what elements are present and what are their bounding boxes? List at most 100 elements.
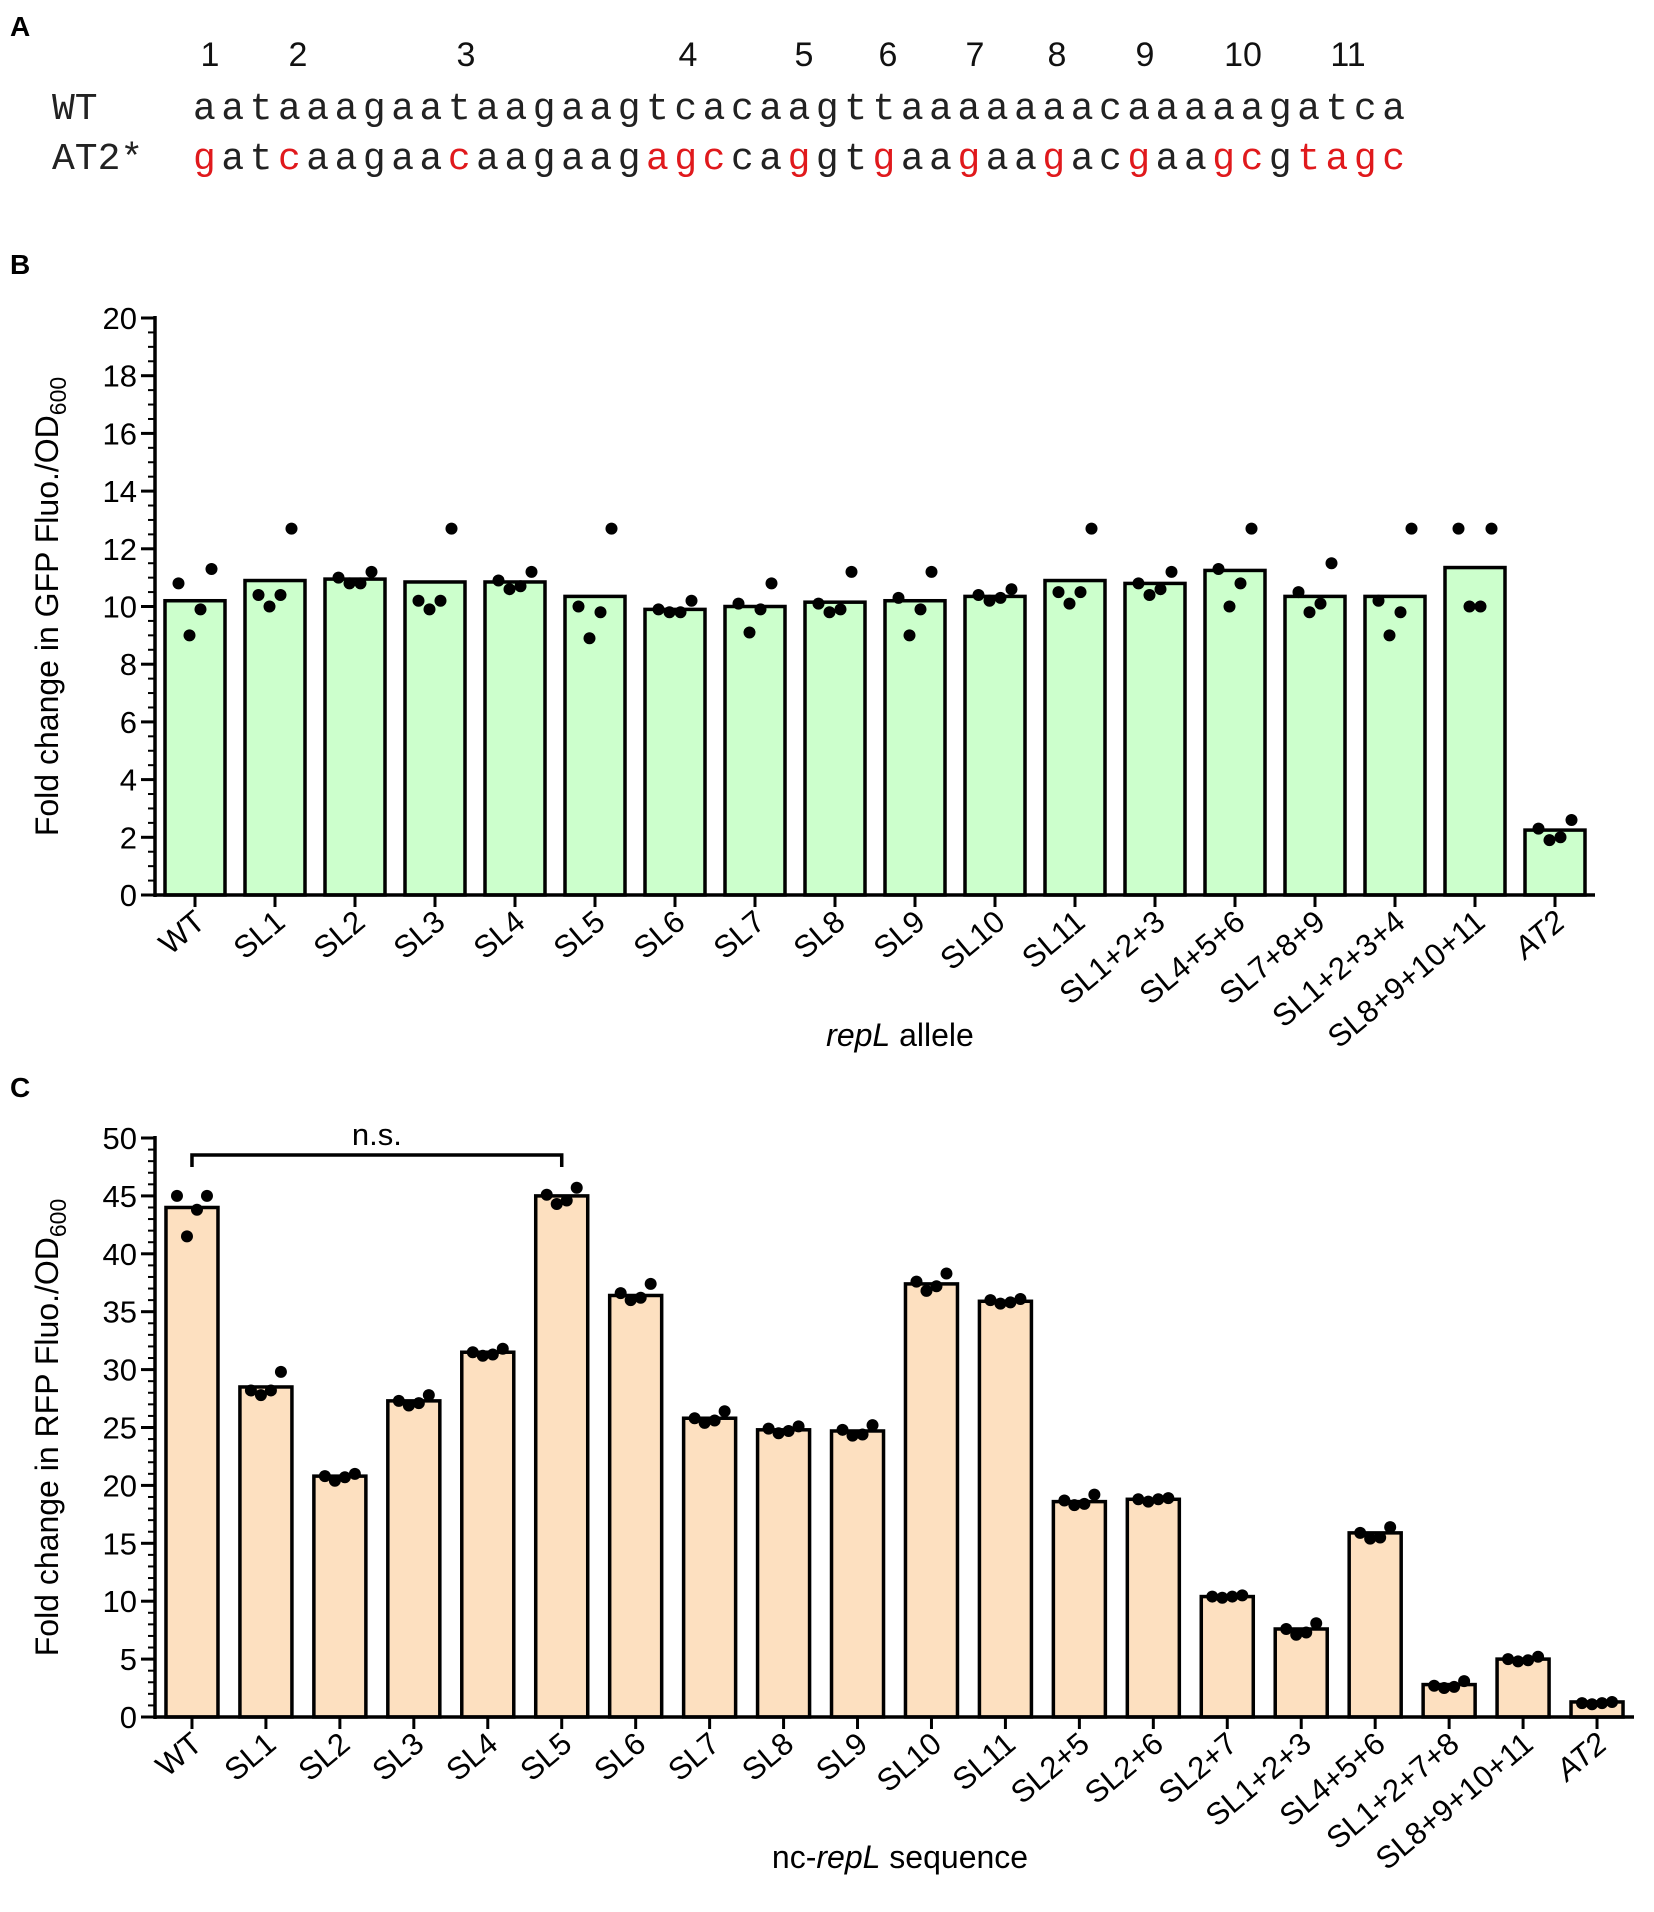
at2-segment-19: g	[1269, 138, 1292, 181]
point-SL7+8+9-1	[1303, 606, 1316, 619]
y-tick-label-8: 8	[120, 647, 137, 682]
point-WT-1	[180, 1230, 193, 1243]
point-AT2-1	[1543, 834, 1556, 847]
x-tick-label-SL3: SL3	[366, 1726, 431, 1788]
point-SL8+9+10+11-2	[1474, 600, 1487, 613]
point-SL7-2	[754, 603, 767, 616]
point-WT-3	[170, 1189, 183, 1202]
bar-SL9	[883, 598, 947, 897]
point-SL5-4	[570, 1181, 583, 1194]
y-axis-label-subscript: 600	[45, 1199, 71, 1237]
point-SL8-3	[762, 1422, 775, 1435]
site-number-2: 2	[289, 36, 308, 74]
point-SL6-1	[624, 1294, 637, 1307]
x-tick-label-SL2: SL2	[307, 904, 372, 966]
point-SL4+5+6-2	[1374, 1531, 1387, 1544]
y-tick-label-0: 0	[120, 878, 137, 913]
point-SL4+5+6-1	[1364, 1532, 1377, 1545]
point-SL5-3	[572, 600, 585, 613]
point-SL6-3	[652, 603, 665, 616]
point-SL7-4	[718, 1405, 731, 1418]
point-SL1+2+3-2	[1300, 1626, 1313, 1639]
y-tick-label-5: 5	[120, 1642, 137, 1677]
y-tick-label-25: 25	[103, 1411, 137, 1446]
point-SL11-2	[1074, 586, 1087, 599]
site-number-6: 6	[879, 36, 898, 74]
bar-SL11	[977, 1299, 1034, 1719]
point-SL3-1	[402, 1399, 415, 1412]
point-SL3-2	[434, 594, 447, 607]
at2-sequence: g at c aagaa c aagaag agc ca g gt g aa g aa g ac g aa gc g t…	[193, 138, 1405, 181]
bar-SL2+5	[1051, 1499, 1108, 1719]
point-SL11-1	[994, 1297, 1007, 1310]
point-SL2+5-3	[1058, 1494, 1071, 1507]
at2-segment-16: g	[1127, 138, 1150, 181]
point-SL2+5-1	[1068, 1499, 1081, 1512]
point-SL2-1	[343, 577, 356, 590]
at2-segment-9: gt	[816, 138, 867, 181]
site-number-1: 1	[201, 36, 220, 74]
y-tick-label-14: 14	[103, 474, 137, 509]
point-SL4+5+6-2	[1234, 577, 1247, 590]
point-SL8+9+10+11-4	[1532, 1650, 1545, 1663]
point-WT-2	[194, 603, 207, 616]
point-SL7+8+9-2	[1314, 597, 1327, 610]
gfp-bar-chart: 0 2 4 6 8 10 12 14 16 18 20 WT SL1 SL2 SL3 SL4 SL5 SL6 SL7…	[29, 301, 1595, 1055]
at2-segment-7: ca	[731, 138, 782, 181]
bar-SL1	[243, 578, 307, 897]
point-SL2-3	[332, 571, 345, 584]
point-SL8+9+10+11-3	[1452, 522, 1465, 535]
bar-SL10	[963, 594, 1027, 897]
bar-SL1+2+3	[1273, 1627, 1329, 1719]
bar-SL8	[755, 1428, 812, 1719]
bar-SL11	[1043, 578, 1107, 897]
y-tick-label-2: 2	[120, 820, 137, 855]
at2-segment-10: g	[873, 138, 896, 181]
point-SL3-2	[412, 1397, 425, 1410]
point-SL2+7-2	[1226, 1590, 1239, 1603]
y-tick-label-16: 16	[103, 416, 137, 451]
point-SL11-2	[1004, 1296, 1017, 1309]
point-SL2+7-1	[1216, 1591, 1229, 1604]
y-tick-label-40: 40	[103, 1237, 137, 1272]
point-SL2+6-3	[1132, 1493, 1145, 1506]
point-SL4+5+6-1	[1223, 600, 1236, 613]
point-SL3-1	[423, 603, 436, 616]
bar-WT	[164, 1205, 220, 1719]
point-SL8+9+10+11-2	[1522, 1654, 1535, 1667]
point-SL4+5+6-3	[1212, 562, 1225, 575]
point-SL10-2	[930, 1280, 943, 1293]
bar-SL1+2+3+4	[1363, 594, 1427, 897]
point-SL9-2	[914, 603, 927, 616]
x-axis-label-rest: allele	[890, 1017, 974, 1053]
point-SL1+2+3-1	[1290, 1628, 1303, 1641]
point-SL2+5-2	[1078, 1497, 1091, 1510]
x-tick-label-SL8: SL8	[735, 1726, 800, 1788]
bar-SL9	[829, 1429, 886, 1719]
point-SL10-1	[983, 594, 996, 607]
y-tick-label-4: 4	[120, 763, 137, 798]
point-SL7-2	[708, 1414, 721, 1427]
x-tick-label-SL4: SL4	[440, 1726, 505, 1788]
x-tick-label-SL6: SL6	[627, 904, 692, 966]
point-SL1+2+3-2	[1154, 583, 1167, 596]
bar-SL4+5+6	[1347, 1531, 1403, 1719]
wt-row-label: WT	[52, 88, 98, 131]
point-SL4-3	[492, 574, 505, 587]
point-SL8-1	[772, 1427, 785, 1440]
point-AT2-3	[1576, 1697, 1589, 1710]
point-SL1-1	[263, 600, 276, 613]
point-SL5-2	[594, 606, 607, 619]
y-tick-label-20: 20	[103, 1468, 137, 1503]
point-AT2-2	[1554, 831, 1567, 844]
point-SL2-2	[354, 577, 367, 590]
point-SL11-3	[984, 1294, 997, 1307]
point-SL7-1	[698, 1416, 711, 1429]
x-tick-label-SL4: SL4	[467, 904, 532, 966]
point-SL1+2+3+4-2	[1394, 606, 1407, 619]
bar-SL4	[483, 580, 547, 897]
bar-SL2+7	[1199, 1594, 1256, 1719]
y-axis-label-main: Fold change in GFP Fluo./OD	[29, 415, 65, 836]
y-tick-label-12: 12	[103, 532, 137, 567]
panel-label-a: A	[10, 11, 30, 42]
